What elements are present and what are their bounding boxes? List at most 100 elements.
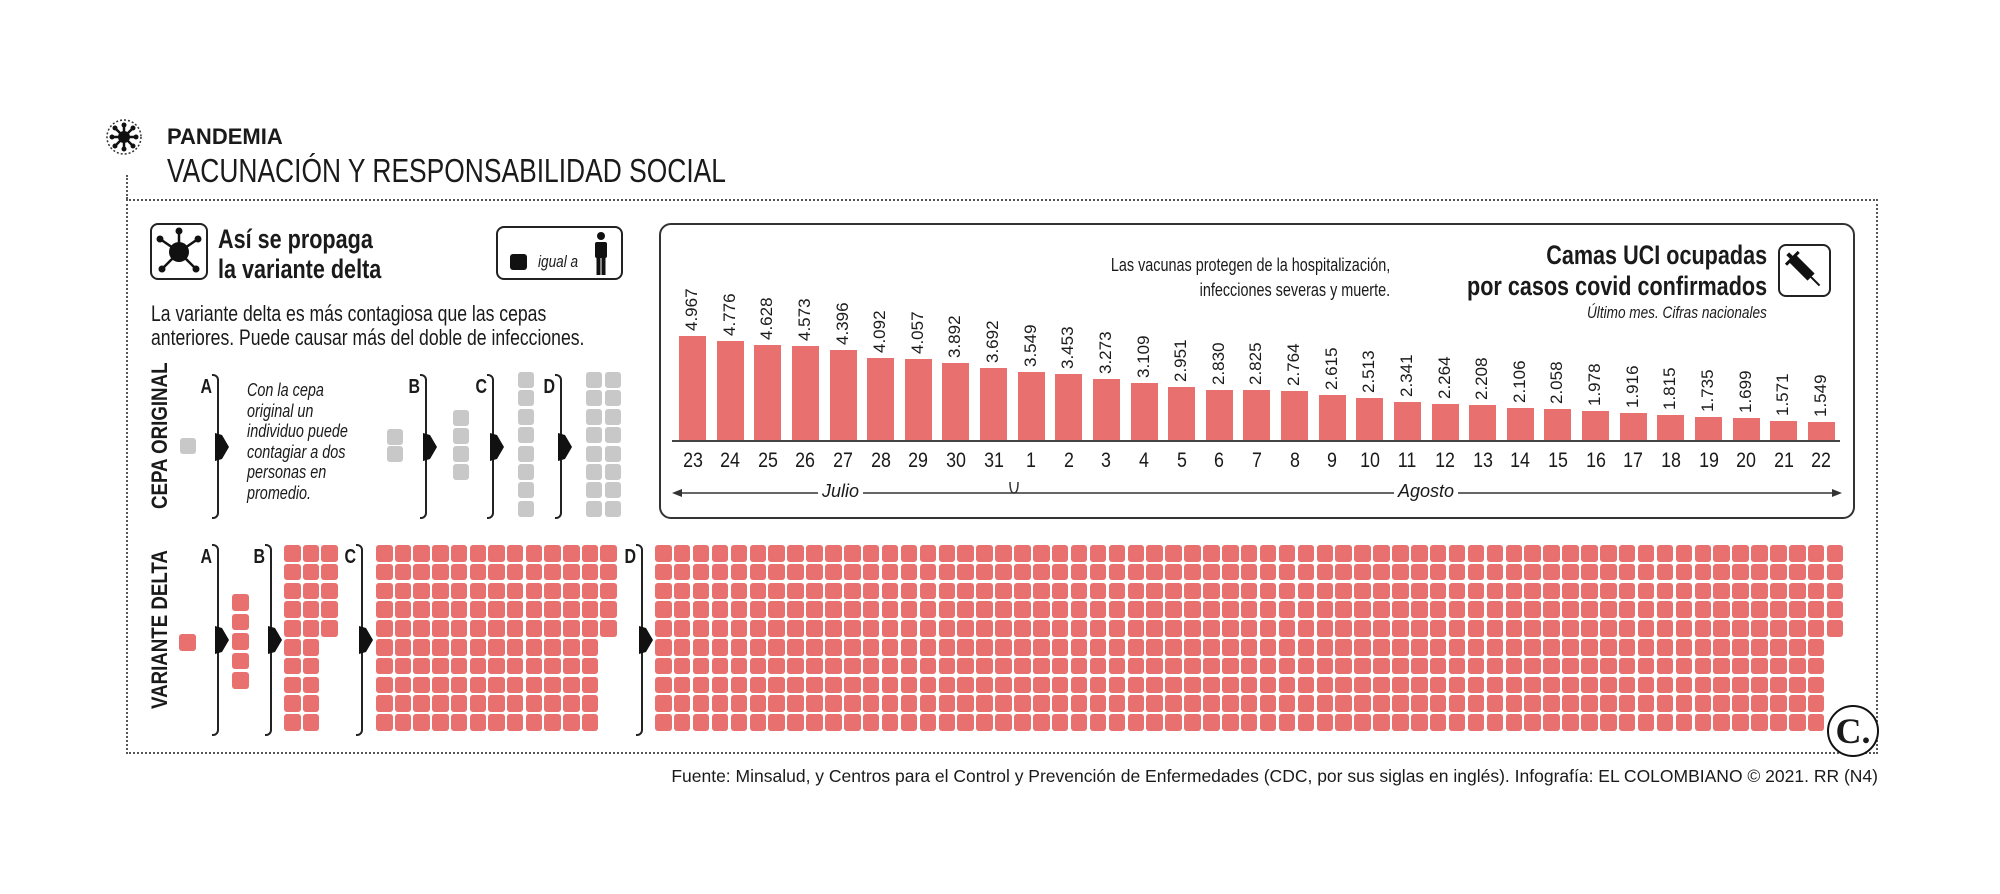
delta-person-square — [1392, 657, 1409, 675]
delta-person-square — [1222, 563, 1239, 581]
day-label: 6 — [1214, 449, 1225, 472]
delta-person-square — [1146, 582, 1163, 600]
delta-person-square — [1505, 620, 1522, 637]
delta-person-square — [1051, 714, 1069, 731]
delta-person-square — [1222, 714, 1239, 731]
delta-person-square — [976, 657, 993, 675]
delta-person-square — [1070, 582, 1088, 600]
delta-person-square — [976, 639, 993, 656]
delta-person-square — [432, 601, 449, 618]
delta-person-square — [544, 657, 561, 675]
delta-person-square — [1089, 639, 1107, 656]
delta-person-square — [1429, 639, 1447, 656]
delta-person-square — [806, 601, 823, 618]
delta-person-square — [1543, 563, 1560, 581]
delta-person-square — [1448, 582, 1466, 600]
delta-person-square — [1014, 601, 1031, 618]
delta-person-square — [900, 657, 918, 675]
delta-person-square — [525, 582, 543, 600]
delta-person-square — [1618, 545, 1636, 562]
delta-person-square — [1335, 657, 1352, 675]
delta-person-square — [881, 676, 899, 694]
delta-person-square — [1354, 563, 1371, 581]
delta-person-square — [488, 657, 505, 675]
delta-person-square — [1618, 639, 1636, 656]
delta-person-square — [1165, 639, 1182, 656]
delta-person-square — [1051, 620, 1069, 637]
delta-person-square — [1033, 563, 1050, 581]
delta-person-square — [1807, 563, 1825, 581]
delta-person-square — [1429, 545, 1447, 562]
delta-person-square — [1392, 676, 1409, 694]
delta-person-square — [655, 676, 672, 694]
delta-person-square — [232, 672, 249, 689]
delta-person-square — [919, 620, 937, 637]
delta-person-square — [957, 714, 974, 731]
delta-person-square — [938, 620, 955, 637]
delta-person-square — [976, 695, 993, 712]
delta-person-square — [525, 695, 543, 712]
delta-person-square — [806, 620, 823, 637]
delta-person-square — [976, 620, 993, 637]
delta-person-square — [1373, 639, 1390, 656]
delta-person-square — [506, 601, 524, 618]
delta-person-square — [711, 601, 729, 618]
delta-person-square — [1240, 582, 1258, 600]
delta-person-square — [1335, 695, 1352, 712]
delta-person-square — [1656, 639, 1674, 656]
delta-person-square — [1146, 601, 1163, 618]
delta-person-square — [321, 620, 338, 637]
delta-person-square — [862, 620, 880, 637]
delta-person-square — [525, 676, 543, 694]
value-label: 2.825 — [1246, 342, 1266, 385]
delta-person-square — [1259, 657, 1277, 675]
delta-person-square — [1694, 620, 1711, 637]
legend-label: igual a — [538, 252, 579, 271]
delta-person-square — [1751, 639, 1768, 656]
delta-person-square — [563, 563, 580, 581]
bar-24 — [716, 340, 744, 440]
delta-person-square — [787, 639, 804, 656]
delta-person-square — [1222, 695, 1239, 712]
delta-person-square — [1240, 563, 1258, 581]
delta-person-square — [1562, 620, 1579, 637]
delta-person-square — [995, 582, 1012, 600]
delta-person-square — [1732, 563, 1749, 581]
delta-person-square — [488, 582, 505, 600]
delta-person-square — [376, 582, 393, 600]
delta-person-square — [302, 657, 320, 675]
delta-person-square — [1505, 563, 1522, 581]
delta-person-square — [938, 639, 955, 656]
delta-person-square — [768, 676, 785, 694]
delta-person-square — [1354, 714, 1371, 731]
day-label: 21 — [1773, 449, 1794, 472]
delta-person-square — [1524, 545, 1541, 562]
delta-person-square — [768, 601, 785, 618]
bar-25 — [754, 344, 782, 440]
delta-person-square — [768, 695, 785, 712]
delta-person-square — [1581, 639, 1598, 656]
delta-person-square — [563, 639, 580, 656]
value-label: 1.549 — [1810, 374, 1830, 417]
virus-spread-icon — [156, 227, 202, 273]
delta-person-square — [1562, 714, 1579, 731]
chart-title: Camas UCI ocupadas por casos covid confir… — [1466, 240, 1767, 301]
delta-person-square — [825, 545, 842, 562]
value-label: 2.341 — [1396, 354, 1416, 398]
delta-person-square — [1751, 563, 1768, 581]
delta-person-square — [1524, 601, 1541, 618]
delta-person-square — [711, 714, 729, 731]
delta-person-square — [749, 695, 766, 712]
delta-person-square — [394, 563, 412, 581]
delta-person-square — [1335, 601, 1352, 618]
delta-person-square — [692, 545, 710, 562]
delta-person-square — [673, 601, 691, 618]
delta-person-square — [673, 639, 691, 656]
delta-person-square — [1278, 714, 1296, 731]
delta-person-square — [469, 676, 486, 694]
delta-person-square — [1127, 676, 1144, 694]
day-label: 30 — [945, 449, 966, 472]
delta-person-square — [563, 695, 580, 712]
day-label: 1 — [1026, 449, 1037, 472]
delta-person-square — [581, 601, 599, 618]
